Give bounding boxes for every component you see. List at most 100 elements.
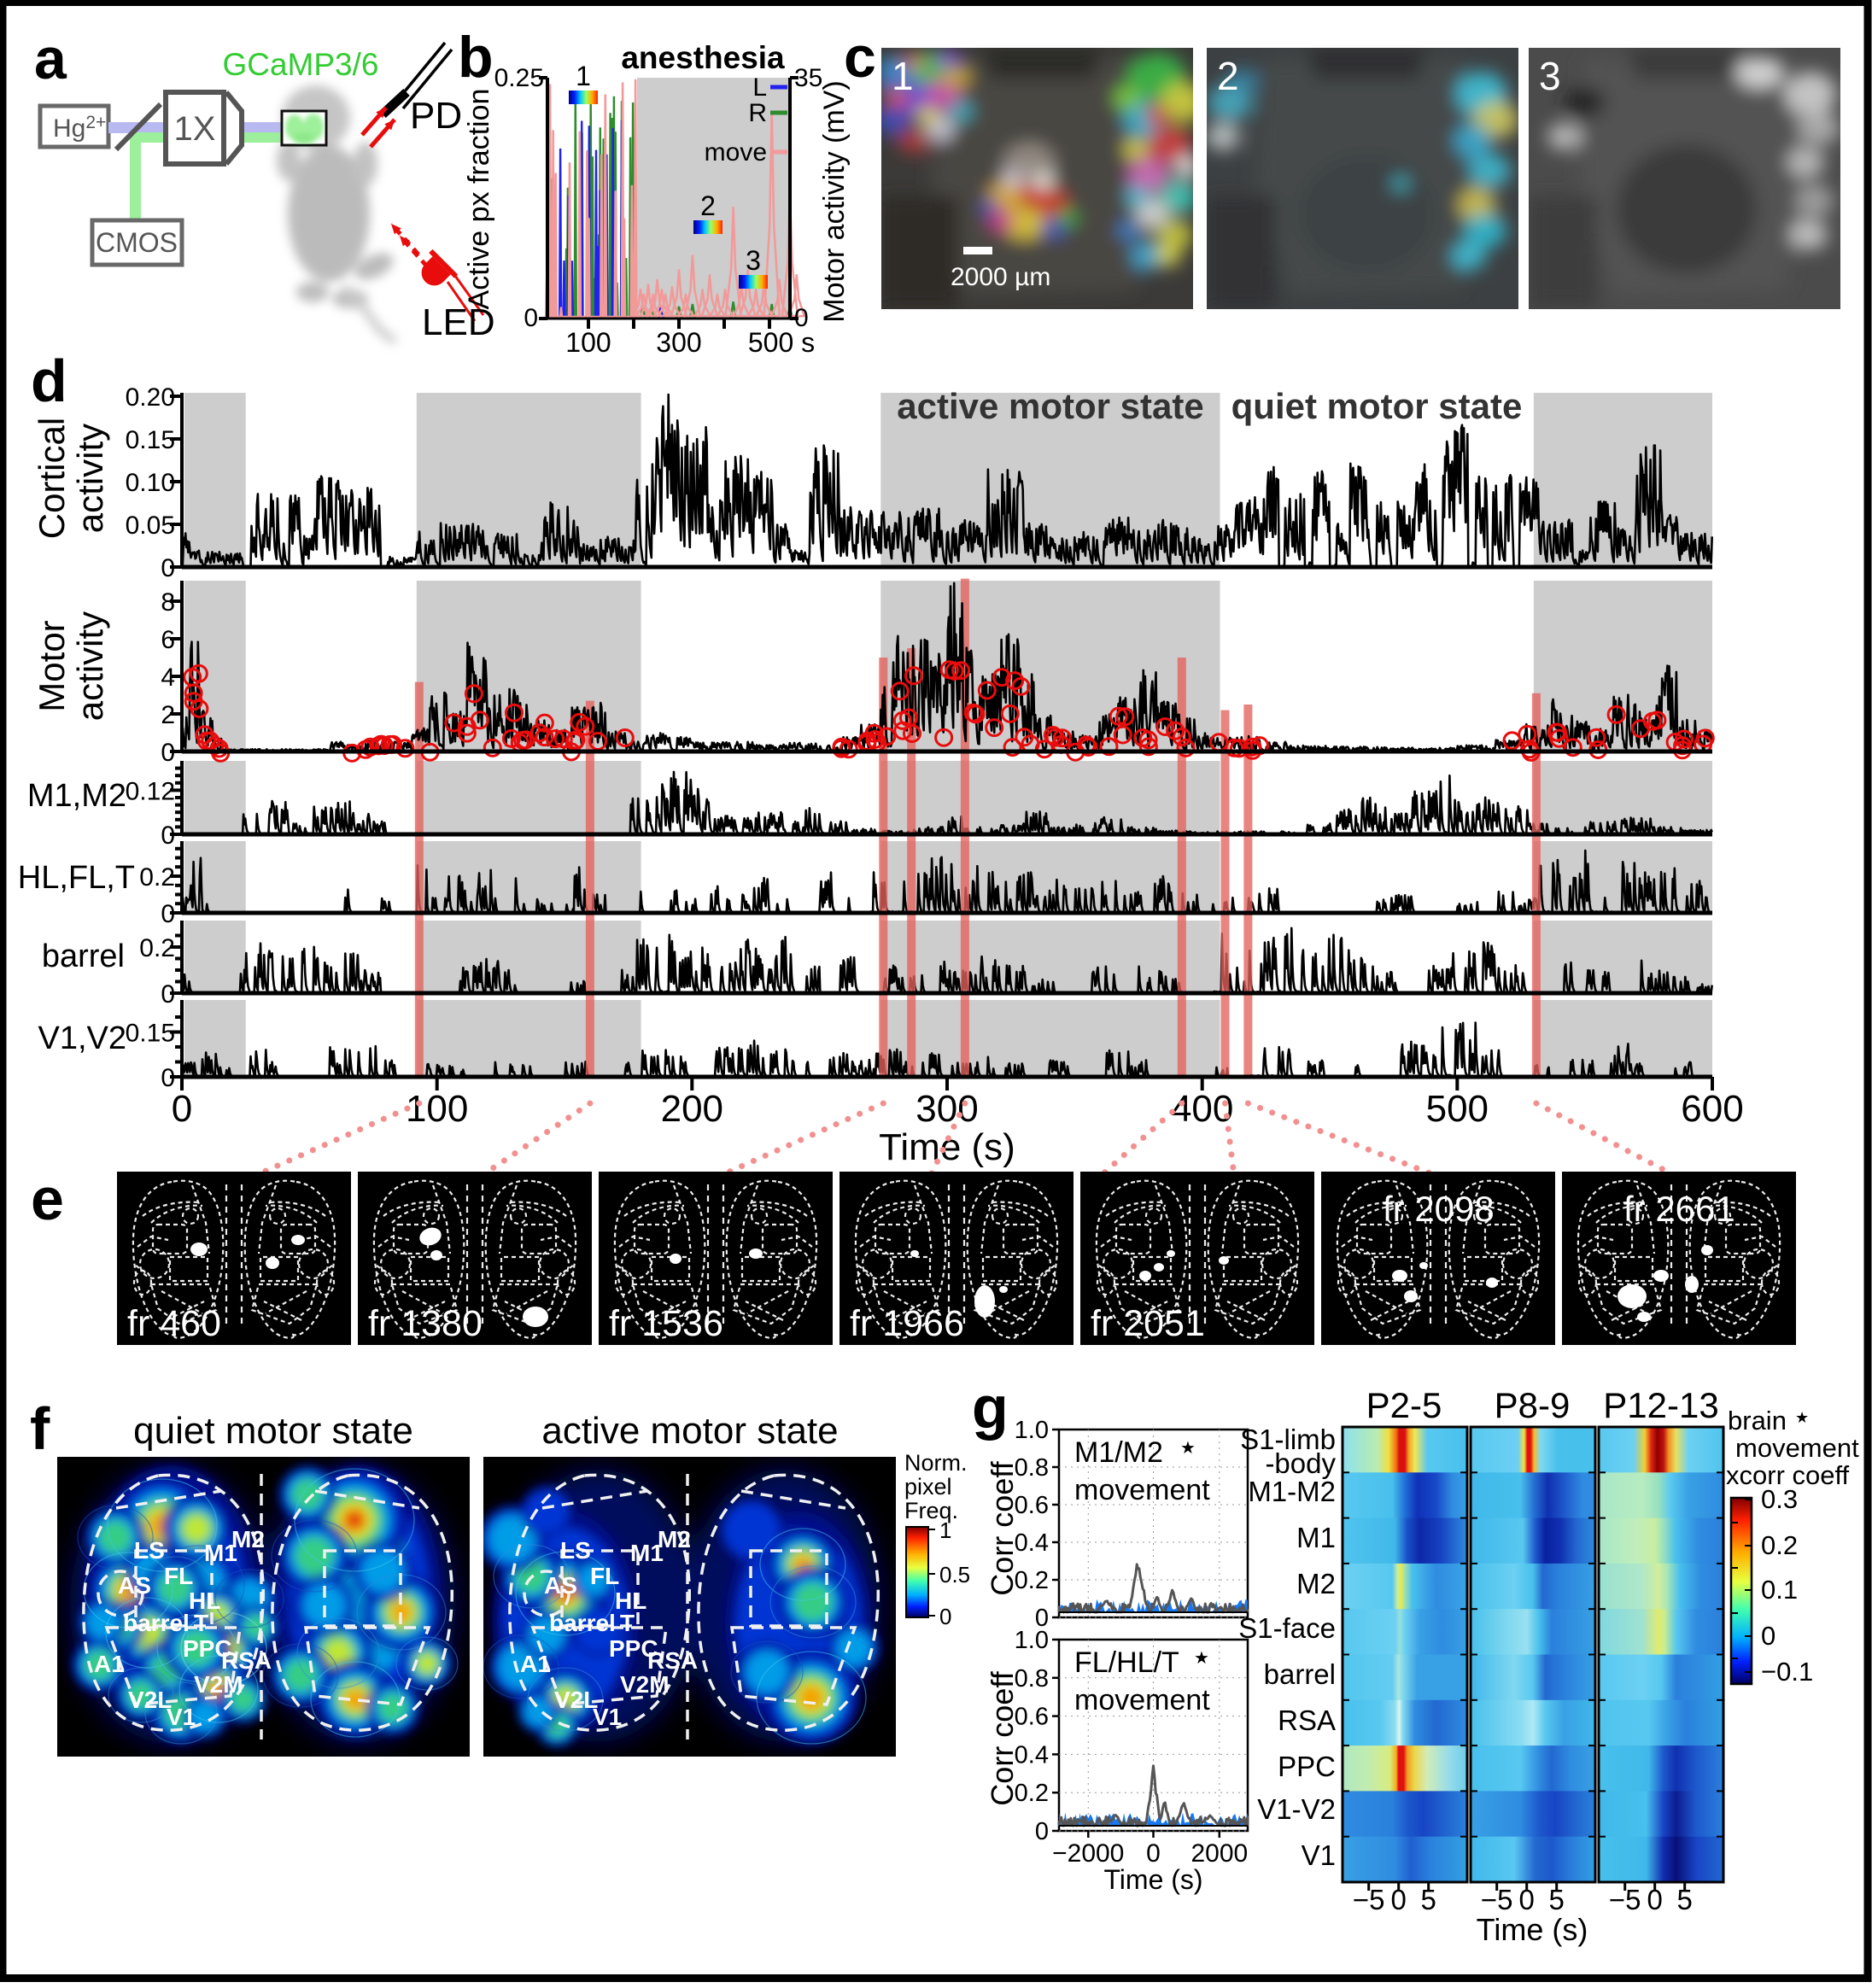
svg-text:500: 500 — [1426, 1088, 1489, 1130]
svg-text:0: 0 — [161, 1064, 175, 1092]
svg-text:0: 0 — [161, 900, 175, 928]
svg-text:Cortical: Cortical — [32, 418, 72, 539]
svg-text:fr 2661: fr 2661 — [1623, 1189, 1735, 1229]
svg-text:AS: AS — [544, 1572, 577, 1599]
svg-text:400: 400 — [1171, 1088, 1233, 1130]
svg-text:RSA: RSA — [647, 1647, 698, 1674]
svg-text:5: 5 — [1549, 1884, 1565, 1915]
svg-text:2: 2 — [700, 190, 716, 221]
svg-text:S1-limb: S1-limb — [1240, 1424, 1336, 1455]
svg-text:0.2: 0.2 — [139, 934, 175, 962]
svg-text:g: g — [972, 1374, 1009, 1441]
svg-text:−0.1: −0.1 — [1761, 1657, 1813, 1687]
svg-text:barrel: barrel — [123, 1610, 190, 1636]
svg-text:M1: M1 — [1296, 1522, 1336, 1553]
svg-text:fr 1536: fr 1536 — [609, 1303, 723, 1344]
svg-text:0: 0 — [1035, 1818, 1049, 1845]
svg-text:active motor state: active motor state — [897, 386, 1203, 426]
svg-text:FL/HL/T: FL/HL/T — [1074, 1646, 1179, 1679]
svg-text:Norm.: Norm. — [904, 1450, 968, 1476]
svg-text:0: 0 — [161, 554, 175, 582]
svg-text:movement: movement — [1074, 1474, 1210, 1506]
svg-text:P2-5: P2-5 — [1366, 1385, 1442, 1425]
svg-text:RSA: RSA — [1278, 1704, 1336, 1736]
svg-text:LS: LS — [560, 1537, 591, 1564]
svg-text:pixel: pixel — [904, 1474, 952, 1500]
svg-text:barrel: barrel — [1264, 1658, 1336, 1690]
svg-text:Motor activity (mV): Motor activity (mV) — [818, 80, 851, 322]
svg-text:0.8: 0.8 — [1015, 1665, 1049, 1693]
svg-text:★: ★ — [1795, 1409, 1809, 1426]
svg-text:0.05: 0.05 — [126, 512, 175, 540]
svg-text:fr 460: fr 460 — [127, 1303, 221, 1344]
svg-text:300: 300 — [916, 1088, 978, 1130]
svg-text:0.1: 0.1 — [1761, 1575, 1798, 1605]
svg-text:0.2: 0.2 — [1015, 1567, 1049, 1594]
svg-text:0.4: 0.4 — [1015, 1741, 1049, 1769]
svg-text:2: 2 — [161, 701, 175, 729]
svg-text:RSA: RSA — [221, 1647, 272, 1674]
svg-text:AS: AS — [118, 1572, 151, 1599]
svg-text:3: 3 — [746, 245, 761, 276]
svg-text:barrel: barrel — [42, 938, 125, 974]
svg-text:S1-face: S1-face — [1238, 1612, 1336, 1644]
svg-text:Freq.: Freq. — [904, 1498, 958, 1523]
svg-text:V1: V1 — [167, 1704, 196, 1730]
svg-text:0.25: 0.25 — [494, 64, 544, 92]
svg-text:move: move — [705, 138, 767, 167]
svg-text:M1/M2: M1/M2 — [1074, 1436, 1163, 1469]
svg-text:2: 2 — [1217, 54, 1239, 98]
svg-text:FL: FL — [164, 1563, 193, 1589]
svg-text:0: 0 — [1035, 1605, 1049, 1632]
svg-text:0: 0 — [172, 1088, 192, 1130]
svg-text:1: 1 — [939, 1517, 951, 1543]
svg-text:100: 100 — [406, 1088, 468, 1130]
svg-text:Corr coeff: Corr coeff — [985, 1670, 1020, 1805]
svg-text:2000 µm: 2000 µm — [951, 263, 1050, 291]
svg-text:0.8: 0.8 — [1015, 1454, 1049, 1482]
svg-text:M1: M1 — [630, 1540, 664, 1566]
svg-text:0.12: 0.12 — [126, 777, 175, 805]
svg-text:T: T — [620, 1610, 635, 1636]
svg-text:−5: −5 — [1353, 1884, 1385, 1915]
svg-text:8: 8 — [161, 588, 175, 617]
svg-text:6: 6 — [161, 626, 175, 654]
svg-text:−5: −5 — [1481, 1884, 1513, 1915]
svg-text:quiet motor state: quiet motor state — [133, 1410, 413, 1452]
svg-text:xcorr coeff: xcorr coeff — [1726, 1460, 1850, 1490]
svg-text:600: 600 — [1681, 1088, 1743, 1130]
svg-text:CMOS: CMOS — [96, 227, 178, 258]
svg-text:c: c — [844, 25, 876, 90]
svg-text:V2M: V2M — [620, 1671, 670, 1698]
svg-text:V2M: V2M — [194, 1671, 243, 1698]
svg-text:Time (s): Time (s) — [879, 1126, 1015, 1168]
svg-text:0.15: 0.15 — [126, 426, 175, 454]
svg-text:brain: brain — [1728, 1406, 1787, 1435]
svg-text:V1: V1 — [593, 1704, 622, 1730]
svg-text:0: 0 — [1519, 1884, 1535, 1915]
svg-text:fr 2098: fr 2098 — [1383, 1189, 1495, 1229]
svg-text:P12-13: P12-13 — [1603, 1385, 1718, 1425]
svg-text:1X: 1X — [174, 110, 216, 148]
svg-text:a: a — [34, 26, 67, 91]
svg-text:2000: 2000 — [1190, 1839, 1248, 1868]
svg-text:P8-9: P8-9 — [1495, 1385, 1571, 1425]
svg-text:M2: M2 — [658, 1526, 691, 1552]
svg-text:0.15: 0.15 — [126, 1020, 175, 1048]
svg-text:0: 0 — [161, 739, 175, 767]
svg-text:barrel: barrel — [549, 1610, 616, 1636]
svg-text:5: 5 — [1677, 1884, 1693, 1915]
svg-text:1.0: 1.0 — [1015, 1627, 1049, 1654]
svg-text:anesthesia: anesthesia — [621, 40, 785, 75]
svg-text:0: 0 — [1391, 1884, 1407, 1915]
svg-text:★: ★ — [1180, 1439, 1196, 1458]
svg-text:500 s: 500 s — [748, 327, 815, 358]
svg-text:0.10: 0.10 — [126, 469, 175, 497]
svg-text:0.5: 0.5 — [939, 1562, 970, 1587]
svg-text:PPC: PPC — [1278, 1751, 1336, 1782]
svg-text:V1: V1 — [1302, 1839, 1336, 1871]
svg-text:V1,V2: V1,V2 — [38, 1020, 126, 1056]
svg-text:3: 3 — [1539, 54, 1561, 98]
svg-text:quiet motor state: quiet motor state — [1231, 386, 1523, 426]
svg-text:A1: A1 — [94, 1651, 125, 1677]
